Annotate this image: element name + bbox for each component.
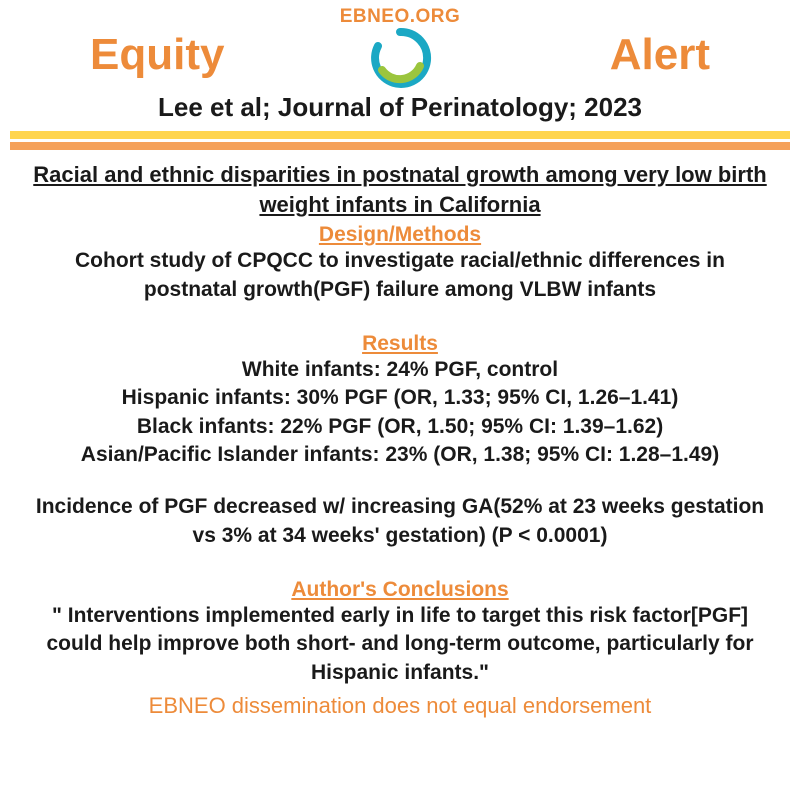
conclusions-heading: Author's Conclusions — [30, 578, 770, 602]
ebneo-logo-icon — [368, 26, 432, 95]
content-area: Racial and ethnic disparities in postnat… — [0, 150, 800, 719]
citation-line: Lee et al; Journal of Perinatology; 2023 — [0, 92, 800, 123]
paper-title: Racial and ethnic disparities in postnat… — [30, 160, 770, 219]
results-line-3: Asian/Pacific Islander infants: 23% (OR,… — [30, 441, 770, 469]
design-body: Cohort study of CPQCC to investigate rac… — [30, 247, 770, 304]
divider-orange — [10, 142, 790, 150]
design-heading: Design/Methods — [30, 223, 770, 247]
disclaimer: EBNEO dissemination does not equal endor… — [30, 693, 770, 719]
equity-word: Equity — [90, 30, 224, 80]
results-line-2: Black infants: 22% PGF (OR, 1.50; 95% CI… — [30, 413, 770, 441]
results-heading: Results — [30, 332, 770, 356]
site-label: EBNEO.ORG — [340, 6, 461, 28]
conclusions-body: " Interventions implemented early in lif… — [30, 602, 770, 687]
divider-yellow — [10, 131, 790, 139]
results-line-1: Hispanic infants: 30% PGF (OR, 1.33; 95%… — [30, 384, 770, 412]
alert-word: Alert — [610, 30, 710, 80]
results-line-0: White infants: 24% PGF, control — [30, 356, 770, 384]
header: EBNEO.ORG Equity Alert — [0, 0, 800, 90]
incidence-line: Incidence of PGF decreased w/ increasing… — [30, 493, 770, 550]
